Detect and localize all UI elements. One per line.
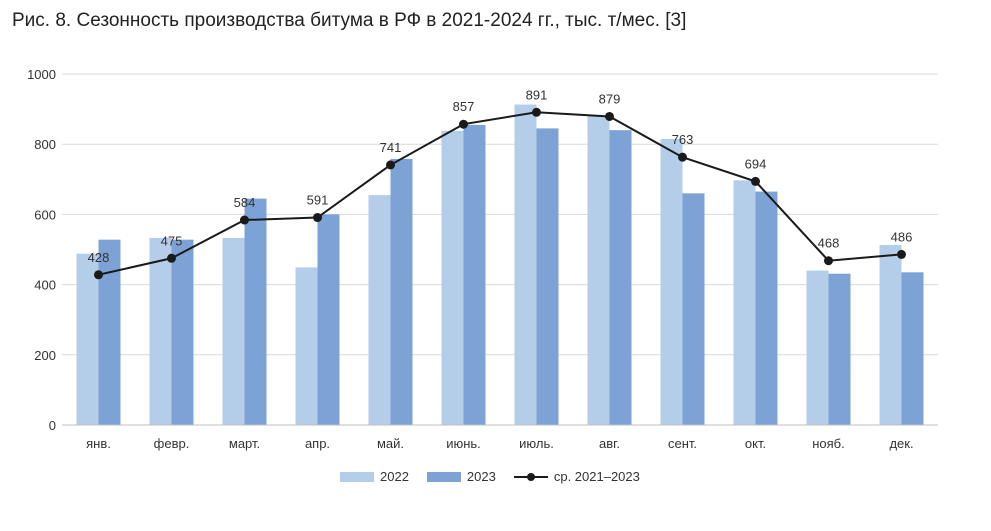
y-tick-label: 600 bbox=[34, 207, 56, 222]
average-data-label: 486 bbox=[891, 229, 913, 244]
bar-2023-8 bbox=[609, 130, 632, 425]
average-point bbox=[94, 270, 103, 280]
bar-2022-12 bbox=[879, 244, 902, 425]
bar-2023-6 bbox=[463, 124, 486, 426]
legend: 2022 2023 ср. 2021–2023 bbox=[340, 469, 658, 484]
average-point bbox=[313, 213, 322, 223]
y-tick-label: 0 bbox=[49, 418, 56, 433]
bar-2022-8 bbox=[587, 116, 610, 426]
y-tick-label: 800 bbox=[34, 137, 56, 152]
bar-2023-7 bbox=[536, 128, 559, 425]
average-point bbox=[386, 160, 395, 170]
legend-swatch-2022 bbox=[340, 471, 374, 482]
average-point bbox=[824, 256, 833, 266]
average-point bbox=[167, 253, 176, 263]
x-tick-label: май. bbox=[377, 436, 404, 451]
bar-2022-2 bbox=[149, 237, 172, 425]
average-data-label: 891 bbox=[526, 87, 548, 102]
average-point bbox=[678, 152, 687, 162]
bar-2023-1 bbox=[98, 239, 121, 425]
bar-2022-7 bbox=[514, 104, 537, 426]
bar-2023-9 bbox=[682, 193, 705, 425]
average-data-label: 763 bbox=[672, 132, 694, 147]
x-tick-label: июнь. bbox=[446, 436, 481, 451]
legend-label-average: ср. 2021–2023 bbox=[553, 469, 640, 484]
average-data-label: 591 bbox=[307, 193, 329, 208]
x-tick-label: сент. bbox=[668, 436, 697, 451]
x-tick-label: март. bbox=[229, 436, 260, 451]
y-tick-label: 200 bbox=[34, 348, 56, 363]
data-labels: 428 475 584 591 741 857 891 879 763 694 468 486 bbox=[88, 87, 913, 265]
bar-2023-3 bbox=[244, 198, 267, 425]
average-point bbox=[240, 215, 249, 225]
x-tick-label: авг. bbox=[599, 436, 620, 451]
average-point bbox=[605, 111, 614, 121]
bar-2023-2 bbox=[171, 239, 194, 425]
legend-label-2023: 2023 bbox=[466, 469, 496, 484]
bar-2022-6 bbox=[441, 130, 464, 425]
bar-2023-4 bbox=[317, 214, 340, 425]
bar-2022-5 bbox=[368, 195, 391, 425]
legend-item-average: ср. 2021–2023 bbox=[513, 469, 640, 484]
y-tick-label: 1000 bbox=[27, 67, 56, 82]
bar-2022-4 bbox=[295, 267, 318, 425]
average-point bbox=[751, 176, 760, 186]
gridlines bbox=[62, 73, 938, 356]
average-data-label: 584 bbox=[234, 195, 256, 210]
legend-item-2023: 2023 bbox=[426, 469, 496, 484]
average-data-label: 475 bbox=[161, 233, 183, 248]
average-point bbox=[897, 249, 906, 259]
legend-swatch-2023 bbox=[426, 471, 461, 482]
bar-2022-10 bbox=[733, 180, 756, 425]
average-data-label: 857 bbox=[453, 99, 475, 114]
x-tick-label: июль. bbox=[519, 436, 554, 451]
y-tick-label: 400 bbox=[34, 278, 56, 293]
average-polyline bbox=[98, 111, 902, 276]
legend-item-2022: 2022 bbox=[340, 469, 409, 484]
average-data-label: 468 bbox=[818, 236, 840, 251]
average-line bbox=[94, 107, 906, 280]
x-tick-label: нояб. bbox=[812, 436, 845, 451]
chart-title: Рис. 8. Сезонность производства битума в… bbox=[12, 10, 687, 31]
x-tick-label: февр. bbox=[154, 436, 190, 451]
legend-marker bbox=[526, 472, 535, 481]
axes: 0 200 400 600 800 1000 янв. февр. март. апр. май. и… bbox=[27, 67, 938, 451]
x-tick-label: янв. bbox=[86, 436, 111, 451]
average-data-label: 879 bbox=[599, 91, 621, 106]
average-point bbox=[459, 119, 468, 129]
average-data-label: 741 bbox=[380, 140, 402, 155]
bar-2023-5 bbox=[390, 158, 413, 425]
bar-2022-9 bbox=[660, 138, 683, 425]
bars bbox=[76, 104, 924, 426]
bar-2022-11 bbox=[806, 270, 829, 425]
x-tick-label: окт. bbox=[745, 436, 766, 451]
legend-swatch-average bbox=[513, 472, 548, 482]
x-tick-label: дек. bbox=[889, 436, 913, 451]
average-data-label: 694 bbox=[745, 156, 767, 171]
average-point bbox=[532, 107, 541, 117]
bar-2023-12 bbox=[901, 272, 924, 425]
average-data-label: 428 bbox=[88, 250, 110, 265]
bar-2022-3 bbox=[222, 237, 245, 425]
bar-2023-11 bbox=[828, 273, 851, 425]
bar-2023-10 bbox=[755, 191, 778, 425]
legend-label-2022: 2022 bbox=[380, 469, 409, 484]
x-tick-label: апр. bbox=[305, 436, 330, 451]
bar-2022-1 bbox=[76, 253, 99, 425]
